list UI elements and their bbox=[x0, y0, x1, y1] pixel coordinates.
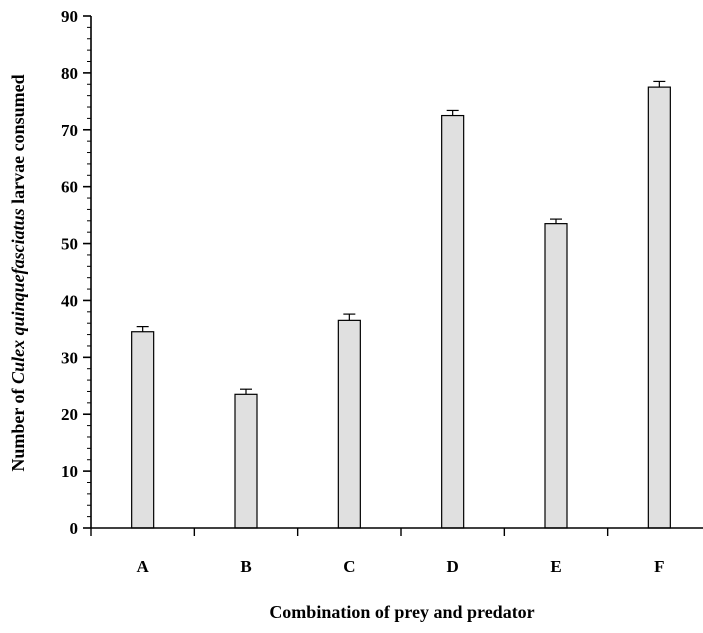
bar-E bbox=[544, 223, 568, 529]
y-tick-label: 80 bbox=[61, 64, 78, 83]
bar-D bbox=[441, 114, 465, 529]
error-bar-A bbox=[136, 326, 149, 332]
x-tick-label: D bbox=[447, 557, 459, 576]
bar-A bbox=[131, 331, 155, 529]
y-axis-title: Number of Culex quinquefasciatus larvae … bbox=[8, 74, 28, 471]
y-tick-label: 90 bbox=[61, 7, 78, 26]
error-bar-F bbox=[653, 80, 666, 88]
y-axis-title-part-1: Number of bbox=[8, 384, 28, 472]
y-tick-label: 20 bbox=[61, 405, 78, 424]
x-tick-label: F bbox=[654, 557, 664, 576]
y-tick-label: 10 bbox=[61, 462, 78, 481]
x-tick-label: E bbox=[550, 557, 561, 576]
y-tick-label: 70 bbox=[61, 121, 78, 140]
error-bar-C bbox=[343, 313, 356, 321]
y-axis-title-part-2: larvae consumed bbox=[8, 74, 28, 208]
y-axis-ticks: 0 10 20 30 40 50 60 70 80 90 bbox=[61, 7, 91, 538]
x-tick-label: A bbox=[137, 557, 150, 576]
y-tick-label: 30 bbox=[61, 348, 78, 367]
bar-B bbox=[234, 393, 258, 529]
y-tick-label: 50 bbox=[61, 235, 78, 254]
y-tick-label: 0 bbox=[70, 519, 79, 538]
y-tick-label: 40 bbox=[61, 291, 78, 310]
error-bar-B bbox=[240, 388, 252, 395]
error-bar-E bbox=[550, 218, 562, 224]
bar-C bbox=[337, 319, 361, 529]
y-axis-title-species: Culex quinquefasciatus bbox=[8, 208, 28, 384]
bar-F bbox=[647, 86, 671, 529]
y-tick-label: 60 bbox=[61, 178, 78, 197]
x-tick-label: B bbox=[240, 557, 251, 576]
x-tick-label: C bbox=[343, 557, 355, 576]
x-axis-title: Combination of prey and predator bbox=[269, 602, 534, 622]
bars bbox=[131, 86, 671, 529]
x-axis-ticks: A B C D E F bbox=[90, 528, 665, 576]
error-bars bbox=[136, 80, 666, 395]
error-bar-D bbox=[446, 109, 459, 116]
